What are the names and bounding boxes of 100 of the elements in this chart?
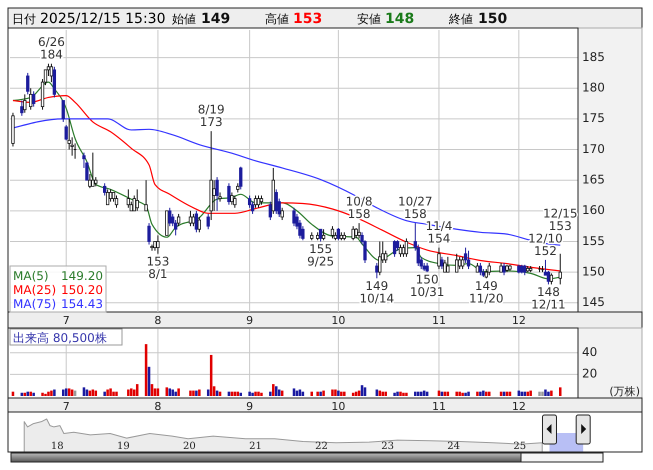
bar — [171, 390, 174, 396]
candlestick — [550, 272, 554, 285]
x-tick-label: 11 — [432, 400, 446, 413]
bar — [322, 390, 325, 396]
bar — [115, 392, 118, 396]
candlestick — [212, 180, 216, 212]
bar — [177, 388, 180, 396]
candlestick — [268, 201, 272, 221]
bar — [150, 384, 154, 396]
candlestick — [198, 216, 201, 233]
bar — [86, 390, 88, 396]
candlestick — [446, 256, 450, 273]
annotation: 6/26 — [38, 35, 65, 50]
candlestick — [260, 195, 264, 206]
annotation: 148 — [536, 284, 560, 299]
x-tick-label: 23 — [381, 441, 394, 452]
x-tick-label: 9 — [246, 314, 254, 327]
bar — [154, 388, 156, 396]
bar — [248, 392, 251, 396]
candlestick — [558, 253, 562, 285]
bar — [420, 392, 422, 396]
bar — [422, 390, 426, 396]
annotation: 8/19 — [198, 102, 225, 117]
bar — [455, 392, 458, 396]
bar — [393, 392, 396, 396]
bar — [523, 392, 526, 396]
bar — [251, 392, 254, 396]
y-tick-label: 155 — [582, 234, 605, 248]
candlestick — [62, 100, 65, 122]
bar — [476, 392, 479, 396]
candlestick — [352, 226, 355, 241]
bar — [206, 390, 210, 396]
bar — [319, 392, 322, 396]
y-tick-label: 180 — [582, 80, 605, 95]
annotation: 10/31 — [410, 285, 444, 300]
bar — [550, 390, 553, 396]
bar — [148, 366, 150, 396]
y-tick-label: 145 — [582, 295, 605, 310]
bar — [438, 390, 440, 396]
text: MA(75) — [13, 297, 56, 311]
bar — [334, 390, 337, 396]
candlestick — [20, 100, 24, 116]
candlestick — [194, 210, 198, 233]
bar — [195, 390, 198, 396]
annotation: 12/11 — [531, 297, 566, 312]
candlestick — [378, 241, 382, 276]
x-tick-label: 8 — [154, 314, 162, 327]
y-tick-label: 20 — [582, 366, 598, 381]
bar — [230, 392, 234, 396]
bar — [239, 392, 242, 396]
annotation: 149 — [474, 278, 498, 293]
candlestick — [425, 262, 429, 273]
candlestick — [236, 182, 240, 193]
candlestick — [336, 228, 340, 241]
bar — [210, 354, 212, 396]
candlestick — [330, 226, 334, 239]
text: 150 — [478, 11, 508, 27]
candlestick — [29, 88, 32, 110]
bar — [444, 392, 446, 396]
bar — [360, 385, 364, 396]
bar — [302, 392, 304, 396]
candlestick — [239, 166, 242, 190]
bar — [109, 388, 112, 396]
text: 日付 — [12, 12, 36, 26]
bar — [53, 390, 56, 396]
x-tick-label: 20 — [183, 441, 196, 452]
annotation: 10/27 — [398, 194, 433, 209]
bar — [260, 392, 263, 396]
x-tick-label: 21 — [249, 441, 262, 452]
candlestick — [218, 192, 222, 202]
candlestick — [103, 182, 106, 196]
annotation: 8/1 — [148, 266, 168, 281]
bar — [198, 390, 201, 396]
y-tick-label: 40 — [582, 345, 598, 360]
candlestick — [108, 188, 112, 202]
candlestick — [280, 207, 284, 221]
bar — [88, 390, 92, 396]
bar — [446, 392, 450, 396]
candlestick — [64, 124, 68, 141]
bar — [234, 392, 236, 396]
annotation: 10/14 — [360, 291, 394, 306]
bar — [112, 392, 115, 396]
x-tick-label: 19 — [116, 441, 130, 452]
candlestick — [292, 207, 296, 227]
bar — [216, 390, 218, 396]
text: MA(5) — [13, 269, 49, 283]
bar — [280, 390, 284, 396]
bar — [358, 390, 360, 396]
x-tick-label: 8 — [154, 400, 162, 413]
bar — [458, 392, 461, 396]
candlestick — [458, 256, 462, 270]
candlestick — [206, 213, 210, 230]
candlestick — [478, 262, 482, 276]
bar — [278, 390, 280, 396]
bar — [508, 392, 512, 396]
bar — [485, 392, 488, 396]
bar — [12, 392, 14, 396]
bar — [405, 392, 408, 396]
bar — [310, 392, 314, 396]
annotation: 9/25 — [307, 254, 334, 268]
